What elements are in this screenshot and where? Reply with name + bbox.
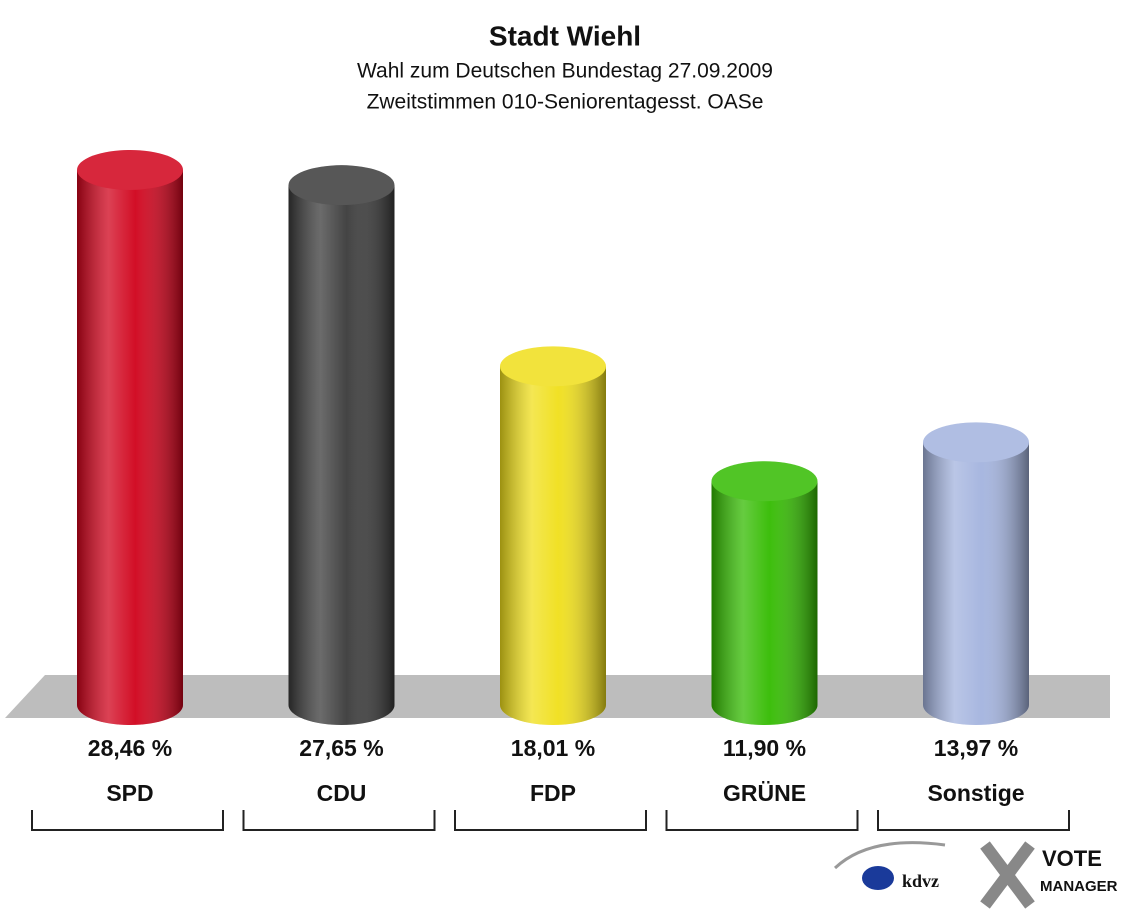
bar-shade [711, 481, 818, 705]
bracket [877, 810, 1070, 831]
value-label: 27,65 % [299, 735, 383, 761]
bracket [665, 810, 859, 831]
bar-shade [77, 169, 183, 705]
value-label: 28,46 % [88, 735, 172, 761]
bracket [454, 810, 647, 831]
logo-text: VOTE [1042, 846, 1102, 871]
bracket [242, 810, 436, 831]
bar-shade [923, 442, 1029, 705]
x-tick-label: GRÜNE [723, 780, 806, 806]
x-tick-label: FDP [530, 780, 576, 806]
bar-top [711, 461, 818, 502]
bar-top-highlight [77, 149, 183, 190]
logo: kdvz VOTE MANAGER [833, 841, 1118, 909]
bar-top [77, 149, 183, 190]
x-tick-label: CDU [317, 780, 367, 806]
chart-subtitle: Zweitstimmen 010-Seniorentagesst. OASe [367, 91, 764, 114]
logo-x [980, 841, 1035, 909]
logo-text: MANAGER [1040, 878, 1118, 895]
chart-title: Stadt Wiehl [489, 20, 641, 51]
bar-top [923, 422, 1029, 463]
bar-top [288, 165, 395, 206]
x-tick-label: Sonstige [927, 780, 1024, 806]
value-label: 11,90 % [723, 735, 806, 761]
bar-top-highlight [500, 346, 606, 387]
bar-top-highlight [923, 422, 1029, 463]
bar-top-highlight [288, 165, 395, 206]
logo-ball [862, 866, 894, 890]
bar-top [500, 346, 606, 387]
value-label: 13,97 % [934, 735, 1018, 761]
x-tick-label: SPD [106, 780, 153, 806]
bar-shade [288, 185, 395, 705]
chart-subtitle: Wahl zum Deutschen Bundestag 27.09.2009 [357, 60, 773, 83]
logo-text: kdvz [902, 871, 939, 891]
logo-swoosh [833, 841, 946, 870]
bracket [31, 810, 224, 831]
bar-top-highlight [711, 461, 818, 502]
value-label: 18,01 % [511, 735, 595, 761]
bar-shade [500, 366, 606, 705]
